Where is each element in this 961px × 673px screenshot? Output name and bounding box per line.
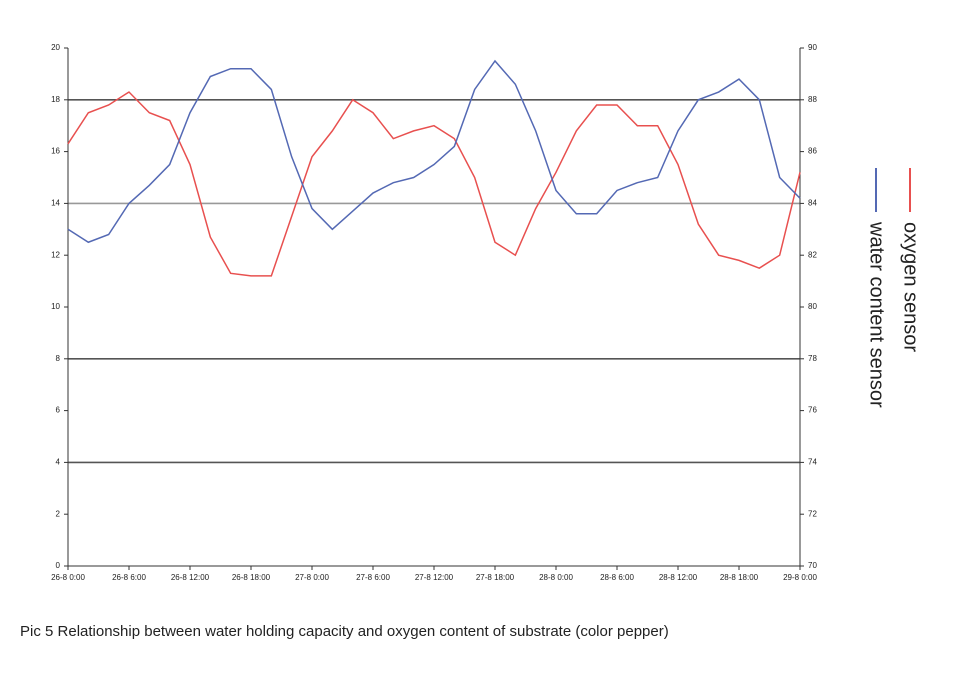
y-tick-label: 0 (56, 561, 61, 570)
y-tick-label: 2 (56, 509, 61, 518)
series-line (67, 91, 801, 277)
caption: Pic 5 Relationship between water holding… (20, 623, 669, 640)
y-tick-label: 16 (51, 147, 60, 156)
y2-tick-label: 88 (808, 95, 817, 104)
y2-tick-label: 78 (808, 354, 817, 363)
x-tick-label: 26-8 12:00 (171, 573, 210, 582)
x-tick-label: 26-8 6:00 (112, 573, 146, 582)
y2-tick-label: 82 (808, 250, 817, 259)
y2-tick-label: 74 (808, 458, 817, 467)
x-tick-label: 27-8 0:00 (295, 573, 329, 582)
x-tick-label: 27-8 6:00 (356, 573, 390, 582)
x-tick-label: 29-8 0:00 (783, 573, 817, 582)
x-tick-label: 26-8 18:00 (232, 573, 271, 582)
y-tick-label: 4 (56, 458, 61, 467)
y2-tick-label: 76 (808, 406, 817, 415)
x-tick-label: 28-8 12:00 (659, 573, 698, 582)
y2-tick-label: 72 (808, 509, 817, 518)
legend-label: water content sensor (866, 221, 888, 408)
x-tick-label: 27-8 12:00 (415, 573, 454, 582)
y2-tick-label: 86 (808, 147, 817, 156)
y-tick-label: 10 (51, 302, 60, 311)
y2-tick-label: 70 (808, 561, 817, 570)
x-tick-label: 28-8 18:00 (720, 573, 759, 582)
legend-label: oxygen sensor (900, 222, 922, 352)
x-tick-label: 28-8 6:00 (600, 573, 634, 582)
y2-tick-label: 84 (808, 199, 817, 208)
y-tick-label: 6 (56, 406, 61, 415)
y-tick-label: 8 (56, 354, 61, 363)
y-tick-label: 18 (51, 95, 60, 104)
y2-tick-label: 80 (808, 302, 817, 311)
y-tick-label: 14 (51, 199, 60, 208)
y-tick-label: 20 (51, 43, 60, 52)
y-tick-label: 12 (51, 250, 60, 259)
series-line (67, 59, 801, 244)
x-tick-label: 27-8 18:00 (476, 573, 515, 582)
y2-tick-label: 90 (808, 43, 817, 52)
x-tick-label: 26-8 0:00 (51, 573, 85, 582)
x-tick-label: 28-8 0:00 (539, 573, 573, 582)
